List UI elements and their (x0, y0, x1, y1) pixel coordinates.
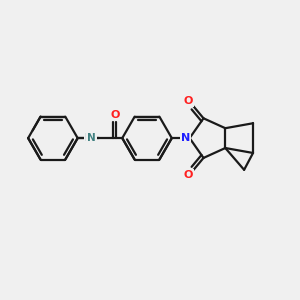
Text: O: O (184, 170, 193, 180)
Text: O: O (110, 110, 119, 120)
Text: N: N (87, 133, 96, 143)
Text: O: O (184, 97, 193, 106)
Text: N: N (181, 133, 190, 143)
Text: H: H (88, 133, 95, 143)
Text: H: H (85, 133, 93, 143)
